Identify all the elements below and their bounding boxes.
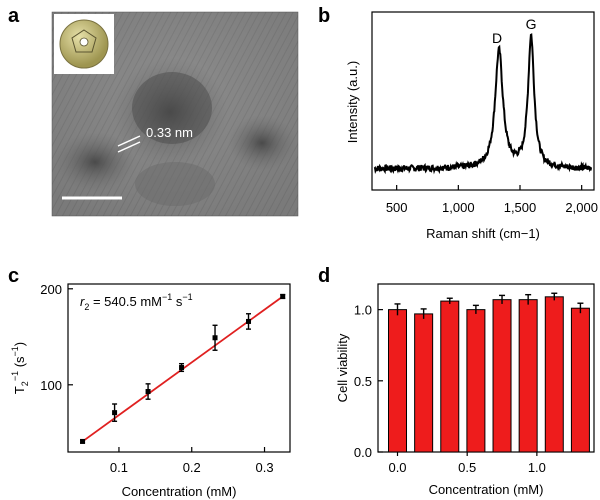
lattice-spacing-label: 0.33 nm — [146, 125, 193, 140]
viability-bar — [544, 296, 564, 453]
raman-y-axis-label: Intensity (a.u.) — [345, 61, 360, 143]
viability-bar — [492, 299, 512, 453]
lattice-marker — [117, 135, 141, 153]
viability-x-tick-label: 1.0 — [528, 460, 546, 475]
raman-chart: 500 1,000 1,500 2,000 D G Raman shift (cm−1… — [345, 11, 598, 241]
relaxivity-x-tick-label: 0.3 — [255, 460, 273, 475]
viability-bar — [518, 299, 538, 453]
raman-x-tick-label: 2,000 — [565, 200, 598, 215]
relaxivity-y-axis-label: T2−1 (s−1) — [10, 342, 30, 394]
viability-bar — [570, 307, 590, 453]
fullerene-inset-icon — [54, 14, 114, 74]
raman-peak-label-d: D — [492, 30, 502, 46]
viability-bar — [414, 313, 434, 453]
relaxivity-x-tick-label: 0.2 — [183, 460, 201, 475]
relaxivity-x-axis-label: Concentration (mM) — [122, 484, 237, 499]
relaxivity-annotation: r2 = 540.5 mM−1 s−1 — [80, 292, 193, 312]
relaxivity-data-point — [179, 365, 185, 371]
raman-x-tick-label: 500 — [386, 200, 408, 215]
relaxivity-data-point — [280, 293, 286, 299]
relaxivity-data-point — [212, 335, 218, 341]
relaxivity-x-tick-label: 0.1 — [110, 460, 128, 475]
raman-x-tick-label: 1,500 — [504, 200, 537, 215]
viability-y-axis-label: Cell viability — [335, 333, 350, 402]
tem-micrograph: 0.33 nm — [51, 11, 299, 217]
relaxivity-data-point — [80, 438, 86, 444]
panel-letter-c: c — [8, 265, 19, 287]
viability-bar — [440, 300, 460, 453]
relaxivity-data-point — [112, 410, 118, 416]
raman-plot-frame — [371, 11, 595, 191]
viability-plot-frame — [377, 283, 595, 453]
panel-letter-a: a — [8, 5, 20, 27]
relaxivity-plot-frame — [67, 283, 291, 453]
viability-chart: 0.0 0.5 1.0 0.0 0.5 1.0 Concentration (mM) C… — [335, 283, 595, 497]
relaxivity-y-tick-label: 200 — [40, 282, 62, 297]
viability-y-tick-label: 0.0 — [354, 445, 372, 460]
panel-letter-b: b — [318, 5, 330, 27]
viability-y-tick-label: 0.5 — [354, 374, 372, 389]
relaxivity-data-point — [145, 389, 151, 395]
viability-x-tick-label: 0.0 — [388, 460, 406, 475]
viability-bar — [466, 309, 486, 453]
raman-spectrum-line — [373, 33, 593, 175]
viability-bar — [388, 309, 408, 453]
raman-x-tick-label: 1,000 — [442, 200, 475, 215]
panel-letter-d: d — [318, 265, 330, 287]
relaxivity-y-tick-label: 100 — [40, 378, 62, 393]
viability-y-tick-label: 1.0 — [354, 303, 372, 318]
relaxivity-chart: 100 200 0.1 0.2 0.3 r2 = 540.5 mM−1 s−1 Con… — [10, 282, 291, 499]
raman-x-axis-label: Raman shift (cm−1) — [426, 226, 540, 241]
relaxivity-data-point — [246, 318, 252, 324]
viability-x-tick-label: 0.5 — [458, 460, 476, 475]
raman-peak-label-g: G — [526, 16, 537, 32]
viability-x-axis-label: Concentration (mM) — [429, 482, 544, 497]
